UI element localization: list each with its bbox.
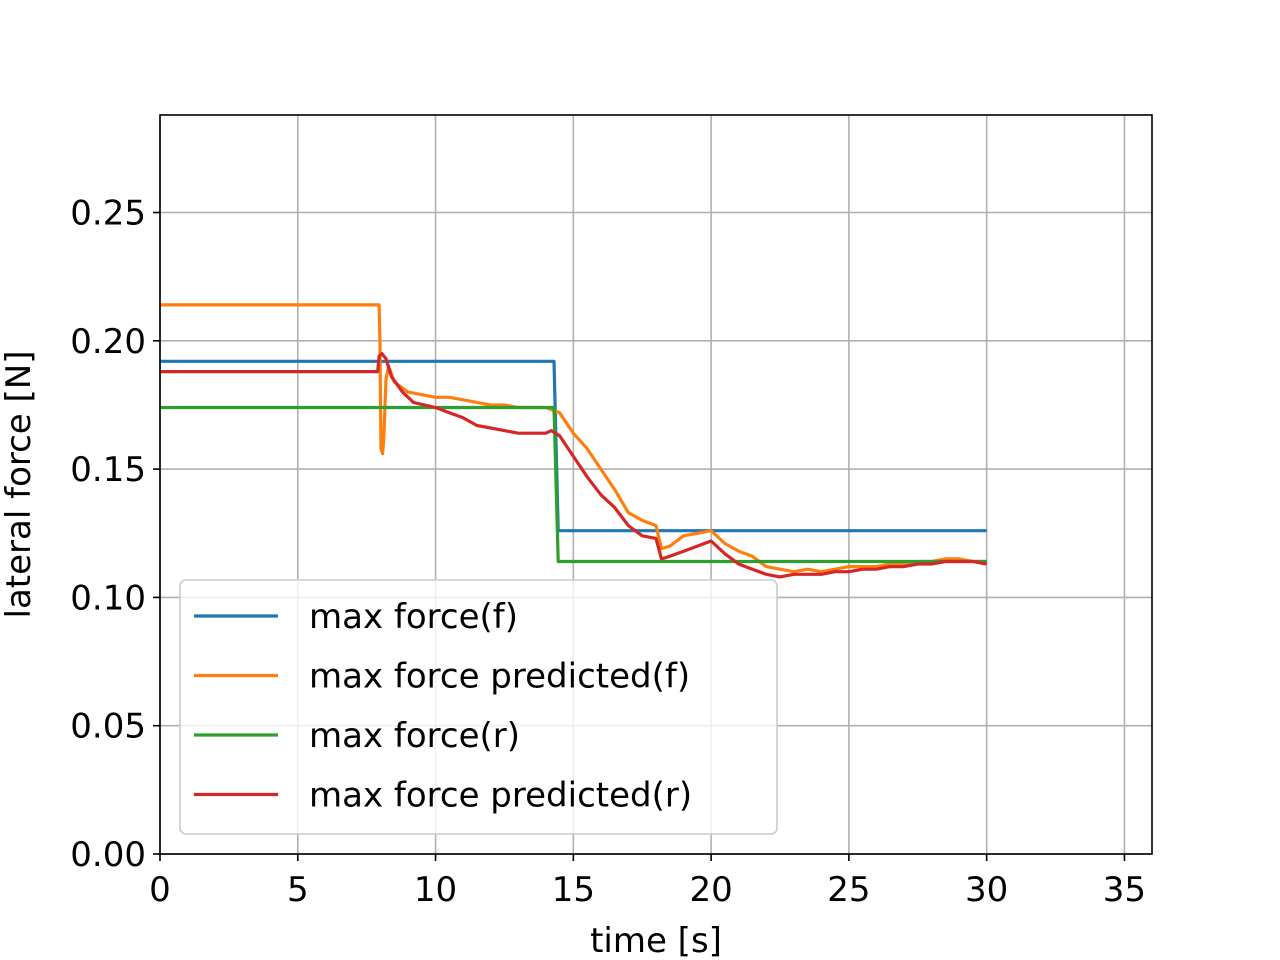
x-tick-label: 15 xyxy=(552,870,595,910)
legend-label: max force predicted(r) xyxy=(309,776,692,816)
y-tick-label: 0.20 xyxy=(70,322,146,362)
y-tick-label: 0.05 xyxy=(70,707,146,747)
y-tick-label: 0.15 xyxy=(70,450,146,490)
x-tick-label: 35 xyxy=(1103,870,1146,910)
x-tick-label: 5 xyxy=(287,870,309,910)
axis-ticks: 0 5 10 15 20 25 30 35 0.00 0.05 0.10 0.15 0.20 0.25 xyxy=(70,194,1146,910)
y-tick-label: 0.25 xyxy=(70,194,146,234)
x-axis-label: time [s] xyxy=(590,921,722,960)
legend-label: max force(r) xyxy=(309,716,520,756)
series-lines xyxy=(160,303,987,579)
series-line-4 xyxy=(160,352,987,579)
y-tick-label: 0.10 xyxy=(70,578,146,618)
y-axis-label: lateral force [N] xyxy=(0,351,39,619)
x-tick-label: 25 xyxy=(827,870,870,910)
y-tick-label: 0.00 xyxy=(70,835,146,875)
x-tick-label: 10 xyxy=(414,870,457,910)
series-line-2 xyxy=(160,303,987,574)
legend-box xyxy=(179,579,778,835)
x-tick-label: 0 xyxy=(149,870,171,910)
legend-label: max force predicted(f) xyxy=(309,657,690,697)
legend-label: max force(f) xyxy=(309,597,518,637)
x-tick-label: 30 xyxy=(965,870,1008,910)
series-line-3 xyxy=(160,405,987,564)
axes-frame xyxy=(159,114,1153,855)
legend: max force(f) max force predicted(f) max fo… xyxy=(179,579,778,835)
x-tick-label: 20 xyxy=(689,870,732,910)
